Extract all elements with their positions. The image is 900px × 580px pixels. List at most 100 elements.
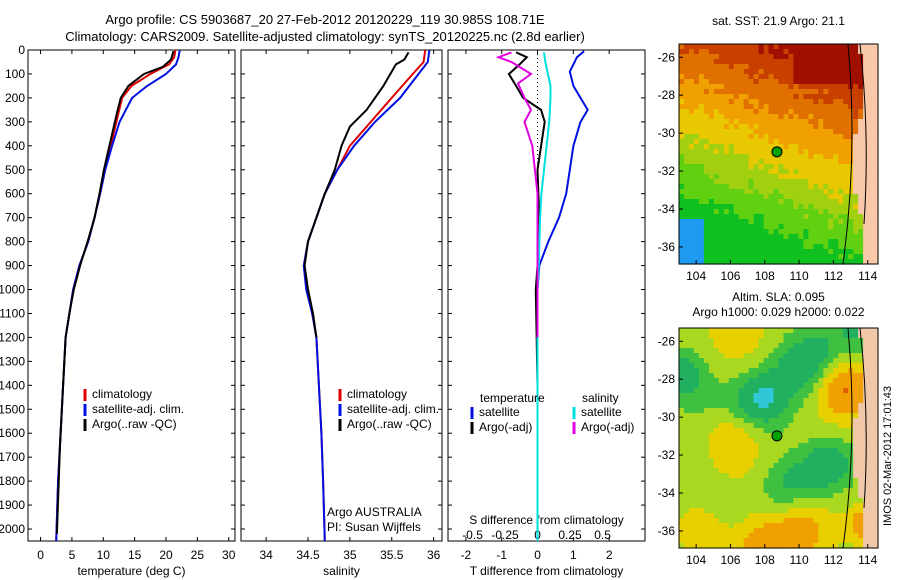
x-tick-label: 0 [534,548,541,562]
y-tick-label: 500 [5,163,25,177]
x-tick-label: 110 [790,269,809,283]
y-tick-label: -30 [658,410,676,424]
x-tick-label: -2 [461,548,472,562]
y-tick-label: -28 [658,88,676,102]
y-tick-label: -32 [658,164,676,178]
x-tick-label: 104 [686,269,706,283]
map-sla-map: 104 106 108 110 112 114 -26 -28 -30 -32 -34 -36 Alti… [658,290,879,567]
legend-title-temperature: temperature [480,391,545,405]
y-tick-label: 100 [5,67,25,81]
panel-salinity: 34 34.5 35 35.5 36 salinity climatologysatelli… [240,49,443,578]
legend-entry: climatology [92,387,152,401]
x-tick-label: 114 [858,269,877,283]
coastline [842,327,853,549]
y-tick-label: 1700 [0,450,25,464]
legend-entry: satellite [479,405,520,419]
y-tick-label: 400 [5,139,25,153]
figure-title-line1: Argo profile: CS 5903687_20 27-Feb-2012 … [105,12,545,27]
y-tick-label: -34 [658,202,676,216]
y-tick-label: 2000 [0,522,25,536]
x-tick-label: 108 [755,553,775,567]
legend-entry: Argo(..raw -QC) [347,417,432,431]
series-line-t-satellite [536,50,589,541]
x-tick-label: 25 [191,548,205,562]
series-line-s-argo-adj- [495,51,539,338]
coastline [859,43,867,225]
series-line-argo-raw-qc- [55,50,175,534]
imos-timestamp: IMOS 02-Mar-2012 17:01:43 [882,385,894,527]
y-tick-label: 1600 [0,426,25,440]
x-axis-label: temperature (deg C) [77,564,185,578]
legend-entry: satellite [581,405,622,419]
panel-temperature: 0100200300400500600700800900100011001200… [0,43,236,578]
x-axis-label-top: S difference from climatology [469,513,624,527]
y-tick-label: 1800 [0,474,25,488]
x-tick-label: 34 [259,548,273,562]
x-tick-label: -1 [496,548,507,562]
argo-country-label: Argo AUSTRALIA [327,505,422,519]
x-tick-label: 35.5 [380,548,404,562]
figure-title-line2: Climatology: CARS2009. Satellite-adjuste… [65,29,585,44]
argo-location-marker [771,146,783,158]
heatmap-cells [679,328,879,549]
legend-entry: Argo(-adj) [581,420,634,434]
x-tick-label: 36 [427,548,441,562]
series-line-argo-raw-qc- [303,51,410,338]
coastline [842,43,853,265]
y-tick-label: 700 [5,211,25,225]
x-tick-label: 0 [37,548,44,562]
y-tick-label: -26 [658,50,676,64]
x-tick-label: 114 [858,553,877,567]
x-tick-label: 106 [720,553,740,567]
x-tick-label: 34.5 [296,548,320,562]
legend-entry: climatology [347,387,407,401]
x-tick-label: 30 [222,548,236,562]
x-tick-label-s: 0.5 [594,528,611,542]
sla-map-title-line2: Argo h1000: 0.029 h2000: 0.022 [692,305,864,319]
y-tick-label: 1200 [0,330,25,344]
y-tick-label: 1000 [0,283,25,297]
y-tick-label: -36 [658,524,676,538]
sla-map-title-line1: Altim. SLA: 0.095 [732,290,825,304]
y-tick-label: -28 [658,372,676,386]
y-tick-label: 900 [5,259,25,273]
x-tick-label: 110 [790,553,809,567]
x-tick-label: 1 [570,548,577,562]
legend-title-salinity: salinity [582,391,619,405]
panel-frame-temperature [27,49,236,542]
x-tick-label: 20 [159,548,173,562]
x-tick-label: 5 [69,548,76,562]
y-tick-label: -34 [658,486,676,500]
map-frame [678,43,879,265]
y-tick-label: -30 [658,126,676,140]
x-tick-label: 15 [128,548,142,562]
x-axis-label: salinity [323,564,360,578]
map-frame [678,327,879,549]
y-tick-label: 600 [5,187,25,201]
x-tick-label: 104 [686,553,706,567]
series-line-s-satellite [536,52,552,541]
y-tick-label: 1300 [0,354,25,368]
x-tick-label: 112 [824,553,843,567]
y-tick-label: 300 [5,115,25,129]
x-tick-label-s: -0.5 [462,528,483,542]
legend-entry: Argo(..raw -QC) [92,417,177,431]
legend-entry: Argo(-adj) [479,420,532,434]
panel-difference: -2 -1 0 1 2 T difference from climatology S di… [447,49,646,578]
x-tick-label: 2 [606,548,613,562]
x-tick-label: 108 [755,269,775,283]
y-tick-label: 200 [5,91,25,105]
legend-entry: satellite-adj. clim. [92,402,184,416]
y-tick-label: -26 [658,334,676,348]
coastline [859,327,867,509]
series-line-t-argo-adj- [507,51,546,529]
y-tick-label: -32 [658,448,676,462]
panel-frame-difference [447,49,646,542]
y-tick-label: 800 [5,235,25,249]
y-tick-label: 0 [18,43,25,57]
y-tick-label: -36 [658,240,676,254]
x-tick-label: 10 [97,548,111,562]
y-tick-label: 1400 [0,378,25,392]
y-tick-label: 1100 [0,306,25,320]
